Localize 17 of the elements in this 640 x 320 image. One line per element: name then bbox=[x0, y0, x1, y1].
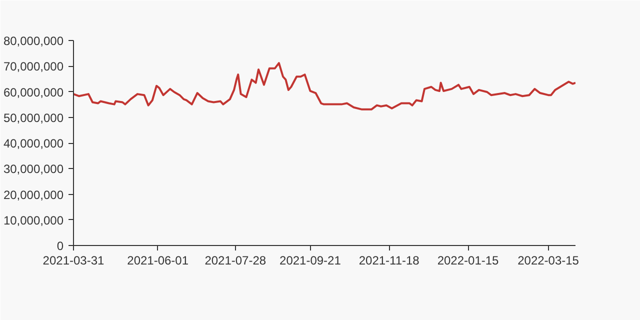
x-tick-label: 2021-09-21 bbox=[280, 254, 342, 268]
line-series bbox=[74, 62, 576, 110]
y-tick-label: 70,000,000 bbox=[3, 60, 64, 74]
y-tick-label: 10,000,000 bbox=[3, 213, 64, 228]
y-tick-label: 0 bbox=[56, 239, 64, 253]
y-tick-label: 20,000,000 bbox=[3, 188, 64, 202]
y-tick-label: 30,000,000 bbox=[3, 162, 64, 176]
x-tick-label: 2021-07-28 bbox=[204, 254, 266, 268]
x-tick-label: 2022-01-15 bbox=[437, 254, 500, 268]
y-tick-label: 50,000,000 bbox=[3, 110, 64, 125]
x-tick-label: 2022-03-15 bbox=[518, 254, 580, 268]
x-tick-label: 2021-11-18 bbox=[358, 254, 420, 268]
y-tick-label: 80,000,000 bbox=[3, 34, 64, 48]
x-tick-label: 2021-03-31 bbox=[42, 254, 105, 268]
x-tick-label: 2021-06-01 bbox=[127, 254, 189, 268]
y-tick-label: 60,000,000 bbox=[3, 85, 64, 100]
y-tick-label: 40,000,000 bbox=[3, 136, 64, 150]
